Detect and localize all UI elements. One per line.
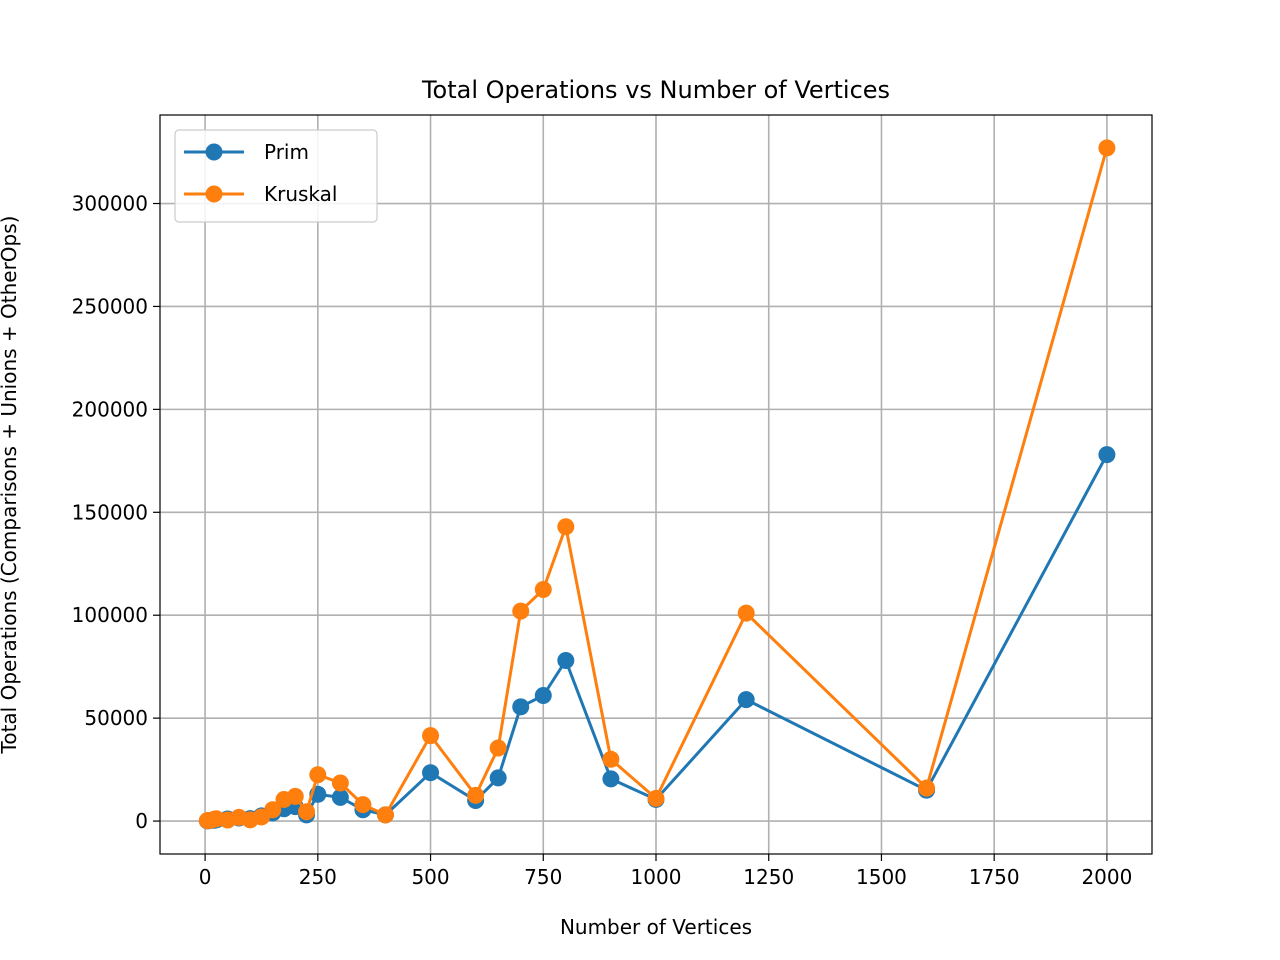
legend: Prim Kruskal xyxy=(174,129,378,223)
y-tick-label: 250000 xyxy=(72,294,148,318)
y-tick-label: 0 xyxy=(135,809,148,833)
data-point-kruskal xyxy=(489,739,507,757)
data-point-prim xyxy=(489,769,507,787)
legend-swatch-marker xyxy=(205,143,223,161)
x-tick-label: 750 xyxy=(524,865,562,889)
data-point-kruskal xyxy=(512,602,530,620)
data-point-kruskal xyxy=(602,750,620,768)
series-layer xyxy=(198,139,1116,830)
data-point-prim xyxy=(737,691,755,709)
y-tick-label: 200000 xyxy=(72,397,148,421)
y-tick-label: 300000 xyxy=(72,192,148,216)
data-point-prim xyxy=(1098,446,1116,464)
data-point-kruskal xyxy=(737,604,755,622)
data-point-kruskal xyxy=(331,774,349,792)
x-tick-label: 250 xyxy=(299,865,337,889)
data-point-kruskal xyxy=(647,789,665,807)
x-tick-label: 1750 xyxy=(969,865,1020,889)
y-axis-label: Total Operations (Comparisons + Unions +… xyxy=(0,216,21,755)
data-point-kruskal xyxy=(557,518,575,536)
ticks: 0 250 500 750 1000 1250 1500 1750 2000 0 50000 1000… xyxy=(72,192,1133,889)
y-tick-label: 150000 xyxy=(72,500,148,524)
data-point-kruskal xyxy=(376,806,394,824)
data-point-prim xyxy=(557,652,575,670)
x-tick-label: 1500 xyxy=(856,865,907,889)
x-tick-label: 500 xyxy=(411,865,449,889)
data-point-kruskal xyxy=(918,779,936,797)
data-point-prim xyxy=(331,788,349,806)
data-point-prim xyxy=(422,764,440,782)
data-point-prim xyxy=(602,770,620,788)
data-point-kruskal xyxy=(534,580,552,598)
legend-swatch-marker xyxy=(205,185,223,203)
x-tick-label: 0 xyxy=(199,865,212,889)
data-point-kruskal xyxy=(264,801,282,819)
data-point-kruskal xyxy=(1098,139,1116,157)
data-point-kruskal xyxy=(422,727,440,745)
data-point-kruskal xyxy=(354,796,372,814)
chart-title: Total Operations vs Number of Vertices xyxy=(421,76,890,104)
data-point-kruskal xyxy=(467,786,485,804)
x-tick-label: 2000 xyxy=(1081,865,1132,889)
x-tick-label: 1000 xyxy=(631,865,682,889)
data-point-prim xyxy=(534,686,552,704)
grid xyxy=(160,115,1152,854)
data-point-prim xyxy=(512,698,530,716)
data-point-kruskal xyxy=(309,766,327,784)
y-tick-label: 50000 xyxy=(84,706,148,730)
legend-label: Kruskal xyxy=(264,182,337,206)
data-point-kruskal xyxy=(298,803,316,821)
legend-label: Prim xyxy=(264,140,309,164)
y-tick-label: 100000 xyxy=(72,603,148,627)
data-point-kruskal xyxy=(286,787,304,805)
series-kruskal xyxy=(198,139,1116,830)
x-axis-label: Number of Vertices xyxy=(560,915,752,939)
x-tick-label: 1250 xyxy=(743,865,794,889)
